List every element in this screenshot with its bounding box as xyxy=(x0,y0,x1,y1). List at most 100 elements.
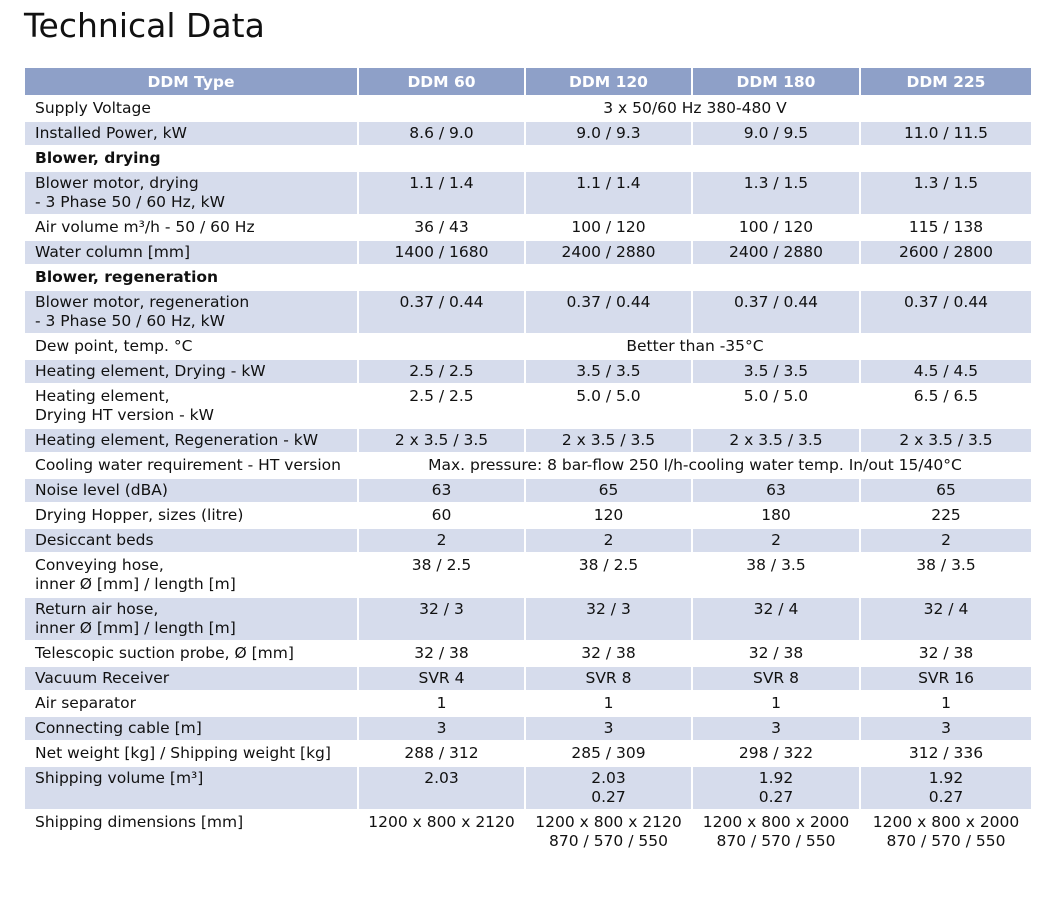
table-body: Supply Voltage 3 x 50/60 Hz 380-480 V Inst… xyxy=(25,96,1031,855)
value-cell: 1 xyxy=(692,691,861,717)
table-row: Blower motor, regeneration - 3 Phase 50 … xyxy=(25,290,1031,335)
value-cell: 180 xyxy=(692,503,861,529)
value-cell: 312 / 336 xyxy=(860,741,1031,767)
table-row: Installed Power, kW 8.6 / 9.0 9.0 / 9.3 9.0… xyxy=(25,121,1031,147)
value-cell: 63 xyxy=(358,478,526,504)
value-cell: 36 / 43 xyxy=(358,215,526,241)
value-cell: 3.5 / 3.5 xyxy=(692,359,861,385)
value-cell: 1 xyxy=(358,691,526,717)
table-row: Drying Hopper, sizes (litre) 60 120 180 225 xyxy=(25,503,1031,529)
value-cell: 1200 x 800 x 2120 xyxy=(358,810,526,855)
value-cell: SVR 4 xyxy=(358,666,526,692)
value-cell: 1.3 / 1.5 xyxy=(692,171,861,216)
value-cell: 2 x 3.5 / 3.5 xyxy=(358,428,526,454)
column-header-ddm120: DDM 120 xyxy=(525,68,693,97)
table-row: Air volume m³/h - 50 / 60 Hz 36 / 43 100 /… xyxy=(25,215,1031,241)
value-cell: 2.03 xyxy=(358,766,526,811)
table-row: Conveying hose, inner Ø [mm] / length [m… xyxy=(25,553,1031,598)
value-cell: 120 xyxy=(525,503,693,529)
value-cell: 100 / 120 xyxy=(692,215,861,241)
value-cell: 3 xyxy=(525,716,693,742)
row-label: Air separator xyxy=(25,691,359,717)
value-cell: 3 xyxy=(692,716,861,742)
table-row: Blower motor, drying - 3 Phase 50 / 60 H… xyxy=(25,171,1031,216)
value-cell: 1200 x 800 x 2000 870 / 570 / 550 xyxy=(692,810,861,855)
row-label: Telescopic suction probe, Ø [mm] xyxy=(25,641,359,667)
row-label: Heating element, Drying HT version - kW xyxy=(25,384,359,429)
value-cell: 32 / 38 xyxy=(692,641,861,667)
value-cell: 6.5 / 6.5 xyxy=(860,384,1031,429)
value-cell: 1 xyxy=(860,691,1031,717)
value-cell: 0.37 / 0.44 xyxy=(860,290,1031,335)
row-label: Cooling water requirement - HT version xyxy=(25,453,359,479)
value-cell: 32 / 4 xyxy=(692,597,861,642)
value-cell: 65 xyxy=(860,478,1031,504)
table-row: Noise level (dBA) 63 65 63 65 xyxy=(25,478,1031,504)
value-cell: 2 xyxy=(525,528,693,554)
value-cell: 2400 / 2880 xyxy=(692,240,861,266)
value-cell: 65 xyxy=(525,478,693,504)
row-label: Heating element, Drying - kW xyxy=(25,359,359,385)
value-cell: 1.1 / 1.4 xyxy=(525,171,693,216)
section-row: Blower, regeneration xyxy=(25,265,1031,291)
table-row: Vacuum Receiver SVR 4 SVR 8 SVR 8 SVR 16 xyxy=(25,666,1031,692)
row-label: Shipping volume [m³] xyxy=(25,766,359,811)
row-label: Dew point, temp. °C xyxy=(25,334,359,360)
row-label: Return air hose, inner Ø [mm] / length [… xyxy=(25,597,359,642)
value-cell: 2 xyxy=(692,528,861,554)
value-cell: 2 x 3.5 / 3.5 xyxy=(860,428,1031,454)
value-cell: 288 / 312 xyxy=(358,741,526,767)
value-cell: 1.1 / 1.4 xyxy=(358,171,526,216)
section-row: Blower, drying xyxy=(25,146,1031,172)
table-row: Dew point, temp. °C Better than -35°C xyxy=(25,334,1031,360)
spanning-value-cell: Better than -35°C xyxy=(358,334,1031,360)
value-cell: 0.37 / 0.44 xyxy=(525,290,693,335)
value-cell: SVR 8 xyxy=(525,666,693,692)
spanning-value-cell: 3 x 50/60 Hz 380-480 V xyxy=(358,96,1031,122)
value-cell: 32 / 38 xyxy=(358,641,526,667)
section-label: Blower, regeneration xyxy=(25,265,1031,291)
value-cell: 100 / 120 xyxy=(525,215,693,241)
value-cell: 60 xyxy=(358,503,526,529)
value-cell: 5.0 / 5.0 xyxy=(692,384,861,429)
table-row: Telescopic suction probe, Ø [mm] 32 / 38 3… xyxy=(25,641,1031,667)
value-cell: 32 / 38 xyxy=(860,641,1031,667)
table-row: Air separator 1 1 1 1 xyxy=(25,691,1031,717)
value-cell: 285 / 309 xyxy=(525,741,693,767)
value-cell: 5.0 / 5.0 xyxy=(525,384,693,429)
value-cell: 2400 / 2880 xyxy=(525,240,693,266)
row-label: Desiccant beds xyxy=(25,528,359,554)
row-label: Connecting cable [m] xyxy=(25,716,359,742)
row-label: Supply Voltage xyxy=(25,96,359,122)
value-cell: 63 xyxy=(692,478,861,504)
value-cell: 0.37 / 0.44 xyxy=(692,290,861,335)
value-cell: 1200 x 800 x 2000 870 / 570 / 550 xyxy=(860,810,1031,855)
row-label: Blower motor, drying - 3 Phase 50 / 60 H… xyxy=(25,171,359,216)
value-cell: 8.6 / 9.0 xyxy=(358,121,526,147)
table-row: Desiccant beds 2 2 2 2 xyxy=(25,528,1031,554)
row-label: Conveying hose, inner Ø [mm] / length [m… xyxy=(25,553,359,598)
value-cell: 32 / 4 xyxy=(860,597,1031,642)
column-header-type: DDM Type xyxy=(25,68,359,97)
row-label: Net weight [kg] / Shipping weight [kg] xyxy=(25,741,359,767)
row-label: Drying Hopper, sizes (litre) xyxy=(25,503,359,529)
value-cell: 1.92 0.27 xyxy=(692,766,861,811)
section-label: Blower, drying xyxy=(25,146,1031,172)
table-row: Supply Voltage 3 x 50/60 Hz 380-480 V xyxy=(25,96,1031,122)
table-row: Net weight [kg] / Shipping weight [kg] 28… xyxy=(25,741,1031,767)
spanning-value-cell: Max. pressure: 8 bar-flow 250 l/h-coolin… xyxy=(358,453,1031,479)
value-cell: 2.03 0.27 xyxy=(525,766,693,811)
table-header-row: DDM Type DDM 60 DDM 120 DDM 180 DDM 225 xyxy=(25,68,1031,97)
row-label: Installed Power, kW xyxy=(25,121,359,147)
page-title: Technical Data xyxy=(24,6,265,45)
value-cell: 225 xyxy=(860,503,1031,529)
column-header-ddm60: DDM 60 xyxy=(358,68,526,97)
table-row: Heating element, Drying - kW 2.5 / 2.5 3.5… xyxy=(25,359,1031,385)
row-label: Blower motor, regeneration - 3 Phase 50 … xyxy=(25,290,359,335)
value-cell: 38 / 2.5 xyxy=(358,553,526,598)
row-label: Heating element, Regeneration - kW xyxy=(25,428,359,454)
value-cell: 2.5 / 2.5 xyxy=(358,359,526,385)
value-cell: 2 xyxy=(358,528,526,554)
column-header-ddm225: DDM 225 xyxy=(860,68,1031,97)
value-cell: 1400 / 1680 xyxy=(358,240,526,266)
